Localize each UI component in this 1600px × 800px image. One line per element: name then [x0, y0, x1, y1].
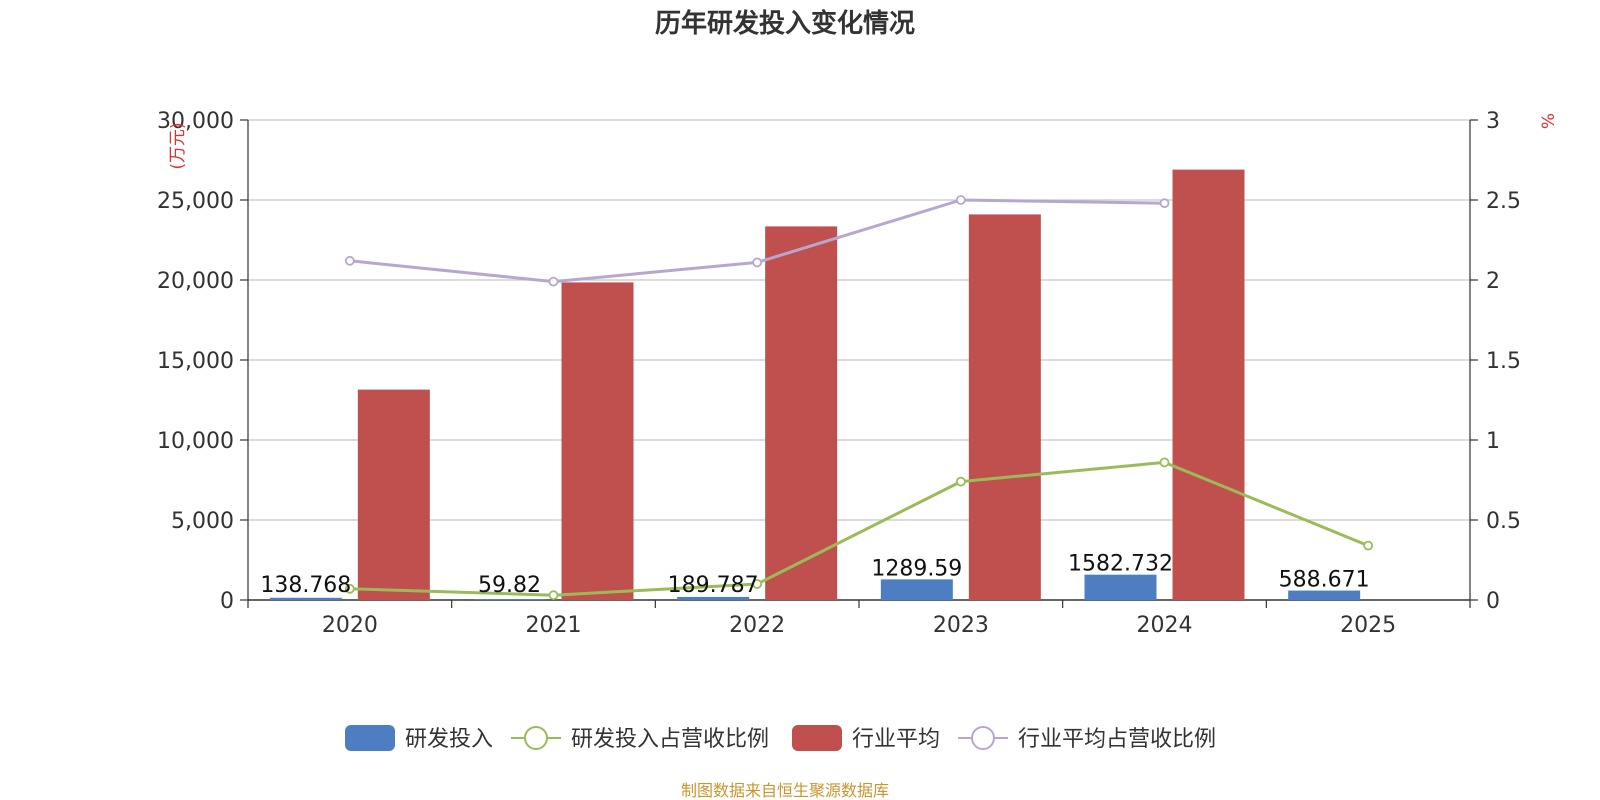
data-label: 1289.59 — [871, 556, 962, 581]
bar-1-3 — [968, 214, 1041, 600]
right-tick-label: 1.5 — [1486, 349, 1521, 374]
right-tick-label: 2 — [1486, 269, 1500, 294]
legend-swatch-2 — [792, 725, 842, 751]
x-tick-label: 2022 — [729, 613, 785, 638]
bar-0-5 — [1288, 590, 1361, 600]
chart-title: 历年研发投入变化情况 — [655, 8, 915, 39]
left-tick-label: 0 — [220, 589, 234, 614]
data-label: 588.671 — [1279, 568, 1370, 593]
data-label: 1582.732 — [1068, 552, 1173, 577]
left-tick-label: 10,000 — [157, 429, 234, 454]
right-tick-label: 2.5 — [1486, 189, 1521, 214]
line-point-3-0 — [344, 255, 355, 266]
line-point-1-4 — [1159, 457, 1170, 468]
line-point-3-3 — [955, 195, 966, 205]
line-point-1-0 — [344, 583, 355, 594]
data-label: 138.768 — [260, 573, 351, 598]
line-point-1-1 — [548, 590, 559, 601]
legend-swatch-marker-3 — [971, 726, 995, 750]
lines — [344, 195, 1374, 601]
legend[interactable]: 研发投入 研发投入占营收比例 行业平均 行业平均占营收比例 — [345, 725, 1216, 752]
legend-label: 行业平均占营收比例 — [1018, 727, 1216, 752]
right-axis-label: % — [1539, 113, 1559, 129]
x-tick-label: 2023 — [933, 613, 989, 638]
gridlines — [248, 119, 1470, 521]
source-note: 制图数据来自恒生聚源数据库 — [681, 781, 889, 800]
right-axis: 0 0.5 1 1.5 2 2.5 3% — [1469, 109, 1559, 614]
bar-1-2 — [765, 226, 838, 600]
x-tick-label: 2025 — [1340, 613, 1396, 638]
bar-0-4 — [1084, 574, 1157, 600]
right-tick-label: 0.5 — [1486, 509, 1521, 534]
bar-0-1 — [473, 599, 546, 600]
right-tick-label: 3 — [1486, 109, 1500, 134]
x-tick-label: 2020 — [322, 613, 378, 638]
line-series-3 — [349, 198, 1165, 284]
legend-swatch-0 — [345, 725, 395, 751]
line-point-1-3 — [955, 476, 966, 487]
bar-0-3 — [880, 579, 953, 600]
legend-label: 行业平均 — [852, 727, 940, 752]
line-point-3-1 — [548, 276, 559, 287]
line-point-3-4 — [1159, 198, 1170, 209]
data-labels: 138.768 59.82 189.787 1289.59 1582.732 588.67… — [260, 552, 1369, 598]
left-axis: 0 5,000 10,000 15,000 20,000 25,000 30,000(万元) — [157, 109, 249, 614]
left-tick-label: 5,000 — [171, 509, 234, 534]
line-point-1-5 — [1363, 540, 1374, 551]
x-tick-label: 2021 — [526, 613, 582, 638]
left-tick-label: 25,000 — [157, 189, 234, 214]
bar-0-0 — [269, 597, 342, 600]
right-tick-label: 1 — [1486, 429, 1500, 454]
data-label: 189.787 — [668, 573, 759, 598]
data-label: 59.82 — [478, 573, 541, 598]
left-tick-label: 30,000 — [157, 109, 234, 134]
x-tick-label: 2024 — [1137, 613, 1193, 638]
line-point-3-2 — [752, 257, 763, 268]
x-axis: 2020 2021 2022 2023 2024 2025 — [247, 599, 1471, 638]
left-tick-label: 15,000 — [157, 349, 234, 374]
bar-1-0 — [357, 389, 430, 600]
bar-0-2 — [677, 596, 750, 600]
right-tick-label: 0 — [1486, 589, 1500, 614]
bar-1-1 — [561, 282, 634, 600]
legend-label: 研发投入占营收比例 — [571, 727, 769, 752]
left-axis-label: (万元) — [168, 122, 188, 169]
line-point-1-2 — [752, 579, 763, 589]
legend-swatch-marker-1 — [524, 726, 548, 750]
bar-1-4 — [1172, 169, 1245, 600]
legend-label: 研发投入 — [405, 727, 493, 752]
line-series-1 — [349, 460, 1369, 597]
bars — [269, 169, 1361, 600]
left-tick-label: 20,000 — [157, 269, 234, 294]
